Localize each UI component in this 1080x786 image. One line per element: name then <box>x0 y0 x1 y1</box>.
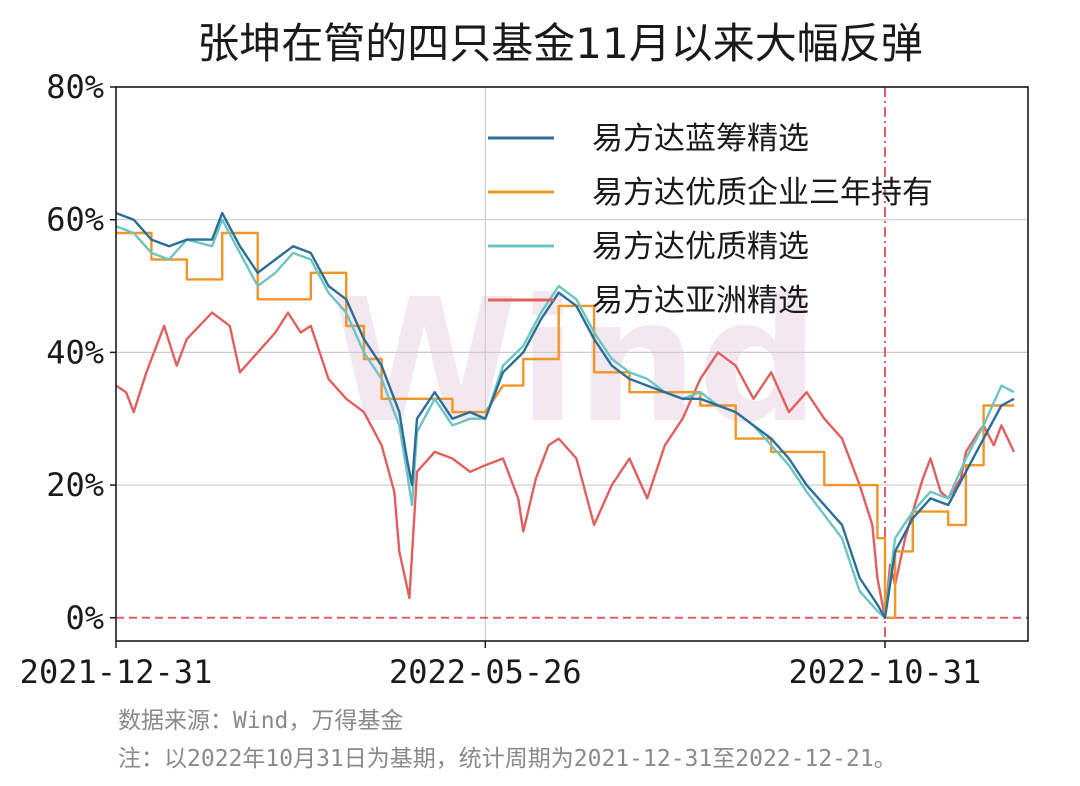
legend-label-2: 易方达优质企业三年持有 <box>592 175 933 211</box>
x-tick-label: 2022-10-31 <box>789 653 982 691</box>
legend-label-4: 易方达亚洲精选 <box>592 283 809 319</box>
plot-border <box>115 86 1029 642</box>
legend-label-1: 易方达蓝筹精选 <box>592 121 809 157</box>
source-note: 数据来源：Wind，万得基金 <box>118 708 403 734</box>
period-note: 注：以2022年10月31日为基期，统计周期为2021-12-31至2022-1… <box>118 746 897 772</box>
x-tick-label: 2021-12-31 <box>20 653 213 691</box>
y-axis: 0% 20% 40% 60% 80% <box>46 68 116 637</box>
plot-area <box>116 87 1028 641</box>
watermark: Wind <box>331 263 820 461</box>
x-tick-label: 2022-05-26 <box>389 653 582 691</box>
legend-label-3: 易方达优质精选 <box>592 229 809 265</box>
y-tick-label: 60% <box>46 201 104 239</box>
chart-title: 张坤在管的四只基金11月以来大幅反弹 <box>197 19 922 68</box>
y-tick-label: 40% <box>46 333 104 371</box>
series-line-4 <box>115 311 1016 619</box>
x-axis: 2021-12-31 2022-05-26 2022-10-31 <box>20 641 982 691</box>
y-tick-label: 20% <box>46 466 104 504</box>
series-line-1 <box>115 211 1015 619</box>
y-tick-label: 0% <box>65 599 104 637</box>
y-tick-label: 80% <box>46 68 104 106</box>
